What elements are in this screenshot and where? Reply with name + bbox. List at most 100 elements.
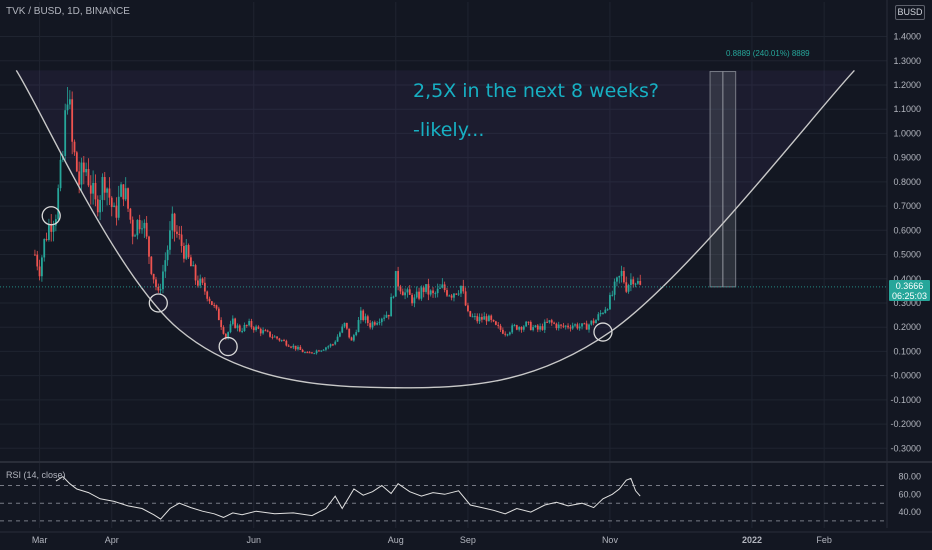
candle-body xyxy=(420,287,423,299)
candle-body xyxy=(210,301,213,305)
candle-body xyxy=(439,287,441,289)
candle-body xyxy=(534,325,537,328)
candle-body xyxy=(357,320,360,333)
candle-body xyxy=(520,327,523,330)
candle-body xyxy=(143,222,146,229)
candle-body xyxy=(155,279,157,287)
candle-body xyxy=(278,338,281,341)
candle-body xyxy=(352,335,355,341)
candle-body xyxy=(325,347,327,350)
candle-body xyxy=(462,285,465,292)
rsi-tick-label: 80.00 xyxy=(898,472,921,482)
candle-body xyxy=(71,99,74,142)
candle-body xyxy=(117,196,120,218)
candle-body xyxy=(245,324,248,326)
candle-body xyxy=(73,141,76,153)
symbol-header: TVK / BUSD, 1D, BINANCE xyxy=(6,6,130,17)
candle-body xyxy=(250,321,253,328)
candle-body xyxy=(75,152,78,172)
candle-body xyxy=(574,324,576,326)
candle-body xyxy=(350,337,353,341)
candle-body xyxy=(392,296,395,298)
price-tick-label: 1.1000 xyxy=(893,104,921,114)
candle-body xyxy=(634,283,637,285)
candle-body xyxy=(364,316,367,321)
candle-body xyxy=(525,321,528,327)
candle-body xyxy=(394,271,397,297)
candle-body xyxy=(413,297,416,304)
candle-body xyxy=(487,315,490,322)
candle-body xyxy=(532,327,535,331)
price-tick-label: 1.3000 xyxy=(893,56,921,66)
candle-body xyxy=(96,199,99,213)
price-tick-label: 0.9000 xyxy=(893,153,921,163)
candle-body xyxy=(152,273,155,280)
candle-body xyxy=(313,353,316,355)
candle-body xyxy=(145,222,148,237)
candle-body xyxy=(106,188,108,193)
candle-body xyxy=(436,288,439,294)
candle-body xyxy=(52,225,55,232)
rsi-tick-label: 40.00 xyxy=(898,507,921,517)
candle-body xyxy=(190,257,192,267)
candle-body xyxy=(187,245,190,258)
candle-body xyxy=(339,332,341,337)
candle-body xyxy=(499,325,502,330)
candle-body xyxy=(66,104,69,111)
candle-body xyxy=(318,350,320,352)
candle-body xyxy=(585,323,588,330)
candle-body xyxy=(539,326,542,330)
candle-body xyxy=(224,333,227,338)
time-axis[interactable]: Mar Apr Jun Aug Sep Nov 2022 Feb xyxy=(32,535,832,545)
candle-body xyxy=(276,336,278,339)
candle-body xyxy=(434,293,437,295)
price-tick-label: 0.6000 xyxy=(893,225,921,235)
candle-body xyxy=(134,235,136,237)
candle-body xyxy=(150,256,153,274)
candle-body xyxy=(159,289,162,291)
candle-body xyxy=(122,184,125,200)
candle-body xyxy=(492,319,495,322)
cup-shading xyxy=(16,70,855,388)
candle-body xyxy=(581,323,583,327)
candle-body xyxy=(273,336,276,338)
candle-body xyxy=(194,265,197,281)
candle-body xyxy=(371,322,374,328)
candle-body xyxy=(555,323,558,329)
candle-body xyxy=(457,293,460,295)
rsi-pane: 80.00 60.00 40.00 xyxy=(0,472,921,522)
candle-body xyxy=(609,295,611,310)
candle-body xyxy=(578,326,581,329)
candle-body xyxy=(590,320,593,325)
candle-body xyxy=(518,327,521,330)
candle-body xyxy=(166,249,169,261)
candle-body xyxy=(483,316,486,320)
candle-body xyxy=(557,324,560,329)
candle-body xyxy=(299,346,302,350)
candle-body xyxy=(408,289,411,295)
measure-box xyxy=(709,71,737,288)
candle-body xyxy=(418,291,420,299)
currency-badge[interactable]: BUSD xyxy=(895,5,925,20)
candle-body xyxy=(613,281,616,295)
candle-body xyxy=(141,228,143,230)
candle-body xyxy=(506,334,509,336)
candle-body xyxy=(248,321,251,326)
candle-body xyxy=(543,321,546,330)
price-tick-label: 1.2000 xyxy=(893,80,921,90)
price-tick-label: 0.1000 xyxy=(893,346,921,356)
candle-body xyxy=(183,246,185,259)
candle-body xyxy=(355,332,358,336)
time-tick-label: 2022 xyxy=(742,535,762,545)
candle-body xyxy=(494,321,497,325)
candle-body xyxy=(38,266,41,277)
candle-body xyxy=(311,352,313,354)
candle-body xyxy=(522,326,525,330)
last-price-value: 0.3666 xyxy=(895,281,924,291)
candle-body xyxy=(206,291,209,299)
candle-body xyxy=(588,324,590,330)
candle-body xyxy=(541,326,544,330)
price-axis[interactable]: 1.4000 1.3000 1.2000 1.1000 1.0000 0.9000 0.80… xyxy=(890,32,921,454)
candle-body xyxy=(292,345,295,348)
